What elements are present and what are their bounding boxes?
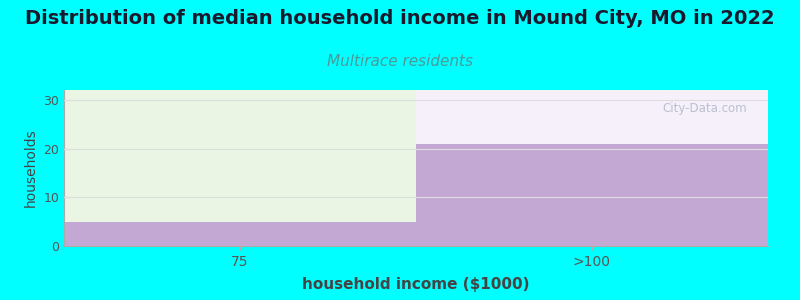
Bar: [64, 222, 416, 246]
Bar: [416, 144, 768, 246]
X-axis label: household income ($1000): household income ($1000): [302, 278, 530, 292]
Bar: [416, 90, 768, 246]
Y-axis label: households: households: [24, 129, 38, 207]
Text: City-Data.com: City-Data.com: [662, 103, 747, 116]
Bar: [64, 90, 416, 246]
Text: Multirace residents: Multirace residents: [327, 54, 473, 69]
Text: Distribution of median household income in Mound City, MO in 2022: Distribution of median household income …: [25, 9, 775, 28]
